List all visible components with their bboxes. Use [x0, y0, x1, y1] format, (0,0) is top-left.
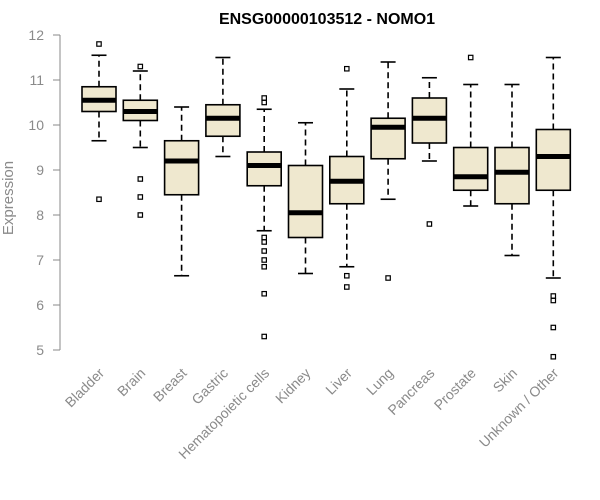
outlier-point [426, 221, 433, 227]
iqr-box [246, 151, 282, 187]
outlier-point [344, 272, 350, 279]
iqr-box [535, 128, 572, 192]
outlier-point [467, 54, 474, 61]
outlier-point [261, 248, 268, 254]
box-4 [246, 95, 282, 340]
outlier-point [137, 194, 144, 200]
outlier-point [261, 239, 268, 245]
outlier-point [550, 324, 557, 331]
outlier-point [261, 257, 268, 263]
box-0 [81, 41, 117, 203]
y-tick-label: 8 [36, 207, 44, 223]
outlier-point [137, 176, 144, 182]
y-tick-label: 9 [36, 162, 44, 178]
outlier-point [96, 41, 102, 47]
outlier-point [550, 297, 557, 304]
y-tick-label: 12 [28, 27, 44, 43]
y-tick-label: 10 [28, 117, 44, 133]
outlier-point [344, 65, 350, 72]
y-axis-label: Expression [0, 161, 17, 235]
outlier-point [550, 293, 557, 299]
y-tick-label: 11 [29, 72, 44, 88]
outlier-point [261, 333, 268, 340]
box-7 [370, 61, 406, 281]
box-6 [328, 65, 365, 290]
outlier-point [550, 353, 557, 360]
x-tick-label: Skin [490, 365, 521, 396]
outlier-point [261, 95, 268, 101]
outlier-point [261, 263, 268, 270]
x-tick-label: Prostate [431, 365, 479, 413]
outlier-point [344, 284, 350, 290]
iqr-box [452, 146, 489, 192]
chart-title: ENSG00000103512 - NOMO1 [219, 11, 435, 28]
x-tick-label: Breast [150, 365, 190, 405]
iqr-box [370, 117, 406, 160]
outlier-point [261, 290, 268, 297]
outlier-point [261, 99, 268, 106]
x-tick-label: Bladder [62, 365, 108, 411]
outlier-point [137, 212, 144, 218]
iqr-box [494, 146, 530, 205]
y-tick-label: 5 [36, 342, 44, 358]
iqr-box [163, 139, 200, 196]
x-tick-label: Brain [114, 365, 148, 399]
y-tick-label: 6 [36, 297, 44, 313]
box-2 [163, 106, 200, 277]
box-9 [452, 54, 489, 207]
outlier-point [137, 63, 144, 70]
outlier-point [261, 234, 268, 241]
boxplots [81, 41, 572, 360]
y-axis: 5 6 7 8 9 10 11 12 [28, 27, 61, 358]
box-5 [287, 121, 324, 275]
x-tick-label: Lung [363, 365, 396, 398]
box-11 [535, 56, 572, 360]
iqr-box [287, 164, 324, 239]
x-tick-label: Liver [322, 365, 355, 398]
x-tick-label: Kidney [272, 365, 314, 407]
outlier-point [96, 196, 102, 203]
box-8 [411, 76, 448, 227]
box-1 [122, 63, 159, 218]
box-3 [205, 56, 241, 158]
outlier-point [385, 275, 391, 281]
box-10 [494, 83, 530, 257]
y-tick-label: 7 [36, 252, 44, 268]
